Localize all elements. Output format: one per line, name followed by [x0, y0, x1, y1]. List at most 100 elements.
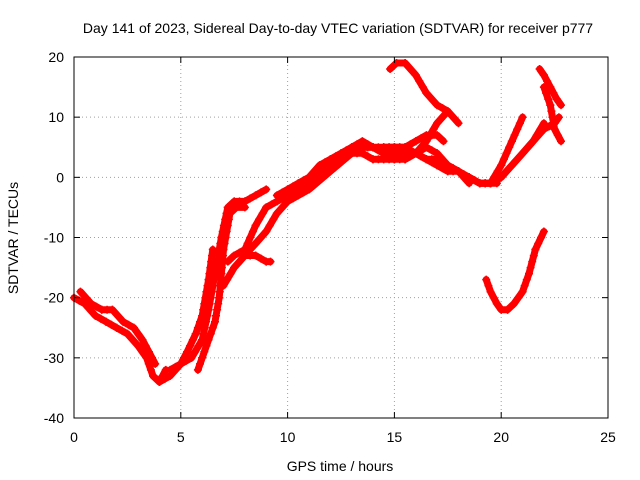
data-point-marker [206, 263, 215, 272]
data-point-marker [552, 95, 561, 104]
data-point-marker [522, 145, 531, 154]
data-point-marker [191, 347, 199, 356]
data-point-marker [138, 335, 147, 344]
data-point-marker [507, 137, 516, 146]
data-point-marker [525, 269, 533, 278]
data-point-marker [433, 119, 442, 128]
data-point-marker [223, 221, 232, 230]
data-point-marker [531, 245, 540, 254]
x-tick-label: 5 [177, 429, 185, 445]
data-point-marker [537, 233, 546, 242]
data-point-marker [272, 209, 281, 218]
data-point-marker [280, 201, 288, 210]
data-point-marker [542, 89, 551, 98]
data-point-marker [144, 347, 153, 356]
y-tick-label: -20 [44, 290, 64, 306]
data-point-marker [317, 174, 326, 183]
data-point-marker [415, 145, 424, 154]
data-point-marker [401, 143, 410, 152]
data-point-marker [539, 83, 548, 92]
data-point-marker [221, 233, 230, 242]
data-point-marker [526, 263, 535, 272]
data-point-marker [96, 314, 105, 323]
data-point-marker [123, 329, 132, 338]
data-point-marker [305, 173, 313, 182]
data-point-marker [148, 353, 156, 362]
data-point-marker [536, 129, 545, 138]
data-point-marker [433, 101, 442, 110]
data-point-marker [212, 311, 220, 320]
data-point-marker [155, 377, 164, 386]
data-point-marker [422, 89, 431, 98]
data-point-marker [187, 353, 196, 362]
x-tick-label: 10 [280, 429, 296, 445]
data-point-marker [347, 143, 356, 152]
data-point-marker [493, 167, 502, 176]
data-point-marker [308, 169, 317, 178]
data-point-marker [166, 365, 175, 374]
data-point-marker [326, 155, 335, 164]
data-point-marker [411, 149, 420, 158]
data-point-marker [532, 133, 541, 142]
data-point-marker [151, 359, 160, 368]
data-point-marker [549, 119, 558, 128]
data-point-marker [255, 215, 264, 224]
data-point-marker [176, 359, 185, 368]
data-point-marker [220, 239, 229, 248]
data-point-marker [267, 200, 276, 209]
x-tick-label: 15 [387, 429, 403, 445]
data-point-marker [127, 333, 135, 342]
data-point-marker [199, 329, 208, 338]
y-tick-label: 10 [48, 109, 64, 125]
data-point-marker [422, 137, 431, 146]
data-point-marker [237, 255, 246, 264]
data-point-marker [486, 179, 495, 188]
data-point-marker [482, 275, 491, 284]
x-tick-label: 25 [600, 429, 616, 445]
data-point-marker [294, 179, 303, 188]
data-point-marker [443, 107, 452, 116]
data-point-marker [426, 93, 434, 102]
data-point-marker [337, 149, 345, 158]
data-point-marker [385, 152, 394, 161]
data-point-marker [418, 141, 427, 150]
data-point-marker [204, 275, 213, 284]
data-point-marker [539, 125, 548, 134]
data-point-marker [427, 146, 436, 155]
data-point-marker [438, 164, 447, 173]
data-point-marker [269, 215, 278, 224]
data-point-marker [129, 323, 138, 332]
data-point-marker [436, 115, 445, 124]
data-point-marker [272, 191, 281, 200]
data-point-marker [539, 71, 548, 80]
data-point-marker [83, 295, 92, 304]
data-point-marker [194, 341, 203, 350]
data-point-marker [119, 317, 128, 326]
data-point-marker [535, 65, 544, 73]
data-point-marker [226, 269, 235, 278]
data-point-marker [411, 137, 420, 146]
data-point-marker [251, 221, 260, 230]
data-point-marker [225, 209, 234, 218]
data-point-marker [525, 141, 534, 150]
data-point-marker [315, 161, 324, 170]
data-point-marker [193, 365, 202, 374]
data-point-marker [196, 359, 204, 368]
data-point-marker [124, 320, 133, 329]
y-tick-label: 0 [56, 169, 64, 185]
data-point-marker [543, 77, 552, 86]
data-point-marker [299, 176, 308, 185]
data-point-marker [429, 97, 438, 106]
data-point-marker [240, 203, 249, 212]
data-point-marker [112, 323, 121, 332]
data-point-marker [276, 205, 285, 214]
data-point-marker [183, 347, 192, 356]
data-point-marker [265, 221, 274, 230]
data-point-marker [149, 371, 157, 380]
data-point-marker [87, 307, 96, 316]
data-point-marker [518, 287, 527, 296]
data-point-marker [505, 143, 514, 152]
data-point-marker [514, 293, 523, 302]
data-point-marker [510, 299, 518, 308]
data-point-marker [211, 317, 219, 326]
